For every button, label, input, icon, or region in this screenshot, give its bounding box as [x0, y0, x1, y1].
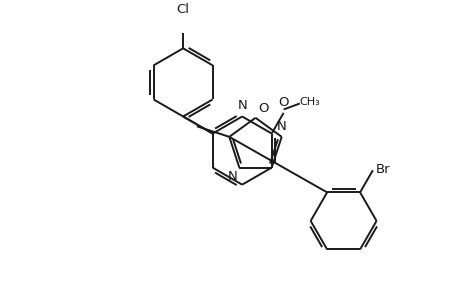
Text: Cl: Cl	[176, 3, 189, 16]
Text: O: O	[258, 102, 268, 115]
Text: O: O	[278, 97, 288, 110]
Text: N: N	[237, 99, 246, 112]
Text: Br: Br	[375, 163, 390, 176]
Text: N: N	[227, 170, 236, 183]
Text: CH₃: CH₃	[299, 97, 320, 107]
Text: N: N	[276, 120, 286, 133]
